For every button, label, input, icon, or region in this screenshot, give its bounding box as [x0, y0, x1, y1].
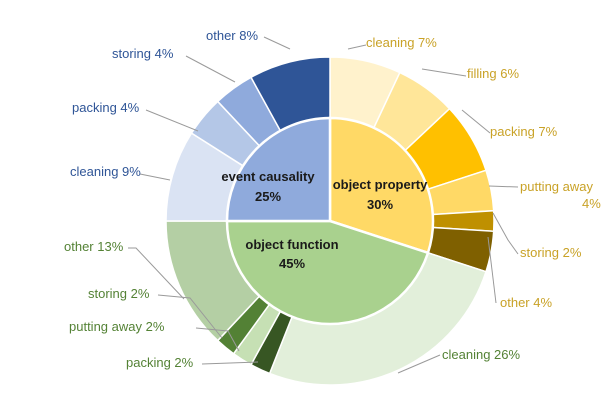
inner-pct-object-function: 45% — [279, 256, 305, 271]
outer-label-object-function-other: other 13% — [64, 239, 124, 254]
inner-ring — [225, 116, 435, 326]
outer-label-object-property-storing: storing 2% — [520, 245, 582, 260]
inner-pct-object-property: 30% — [367, 197, 393, 212]
outer-label-object-function-packing: packing 2% — [126, 355, 194, 370]
leader-object-property-cleaning — [347, 44, 367, 50]
leader-object-function-packing — [201, 361, 259, 365]
inner-slice-object-function — [225, 219, 430, 326]
leader-object-function-putting-away — [195, 327, 240, 352]
outer-label-event-causality-packing: packing 4% — [72, 100, 140, 115]
leader-object-function-other — [128, 247, 185, 300]
outer-label-object-function-putting-away: putting away 2% — [69, 319, 165, 334]
leader-object-property-other — [487, 236, 497, 304]
inner-label-object-property: object property — [333, 177, 428, 192]
inner-slice-object-property — [328, 116, 435, 255]
outer-label-object-property-filling: filling 6% — [467, 66, 519, 81]
leader-object-property-storing — [492, 212, 519, 255]
leader-event-causality-cleaning — [139, 173, 171, 181]
leader-object-function-storing — [157, 294, 223, 339]
leader-lines — [128, 36, 519, 374]
leader-object-property-putting-away — [488, 185, 519, 188]
outer-label-object-function-storing: storing 2% — [88, 286, 150, 301]
leader-object-property-filling — [421, 68, 467, 77]
outer-label-object-property-other: other 4% — [500, 295, 552, 310]
leader-event-causality-packing — [145, 109, 199, 132]
outer-label-event-causality-storing: storing 4% — [112, 46, 174, 61]
leader-object-property-packing — [461, 109, 491, 134]
inner-labels: object property 30% object function 45% even… — [221, 169, 428, 271]
outer-label-object-property-packing: packing 7% — [490, 124, 558, 139]
inner-pct-event-causality: 25% — [255, 189, 281, 204]
inner-label-object-function: object function — [245, 237, 338, 252]
inner-slice-event-causality — [225, 116, 332, 223]
outer-label-object-property-putting-away: putting away 4% — [520, 179, 601, 211]
outer-labels: cleaning 7% filling 6% packing 7% putting a… — [64, 28, 601, 370]
inner-label-event-causality: event causality — [221, 169, 315, 184]
outer-ring — [165, 56, 495, 386]
leader-event-causality-other — [263, 36, 291, 50]
outer-label-object-function-cleaning: cleaning 26% — [442, 347, 520, 362]
leader-event-causality-storing — [185, 55, 236, 83]
outer-label-event-causality-cleaning: cleaning 9% — [70, 164, 141, 179]
outer-label-object-property-cleaning: cleaning 7% — [366, 35, 437, 50]
leader-object-function-cleaning — [397, 354, 441, 374]
outer-label-event-causality-other: other 8% — [206, 28, 258, 43]
